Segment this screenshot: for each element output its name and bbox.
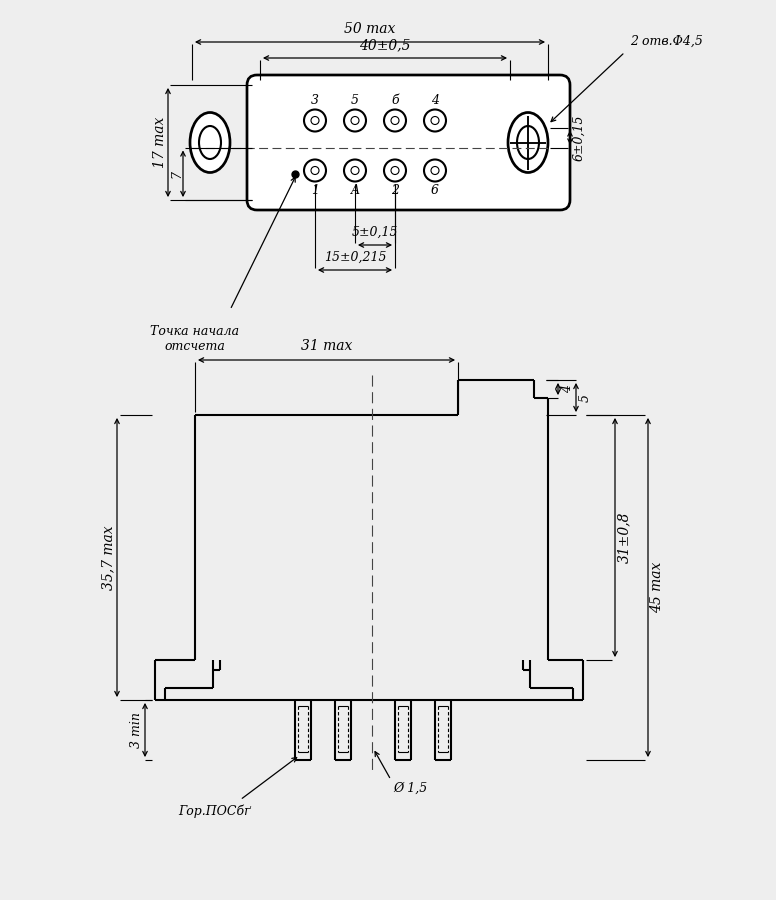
Circle shape [391, 166, 399, 175]
FancyBboxPatch shape [247, 75, 570, 210]
Text: 50 max: 50 max [345, 22, 396, 36]
Text: 6: 6 [431, 184, 439, 197]
Text: Гор.ПОСбґ: Гор.ПОСбґ [178, 805, 251, 818]
Circle shape [351, 166, 359, 175]
Circle shape [384, 159, 406, 182]
Text: 4: 4 [431, 94, 439, 106]
Text: 35,7 max: 35,7 max [101, 526, 115, 590]
Circle shape [311, 116, 319, 124]
Ellipse shape [199, 126, 221, 159]
Ellipse shape [508, 112, 548, 173]
Text: 2 отв.Φ4,5: 2 отв.Φ4,5 [630, 35, 703, 48]
Text: 45 max: 45 max [650, 562, 664, 613]
Circle shape [344, 110, 366, 131]
Text: 5: 5 [578, 393, 591, 401]
Circle shape [351, 116, 359, 124]
Text: 6±0,15: 6±0,15 [573, 114, 586, 161]
Circle shape [304, 159, 326, 182]
Circle shape [391, 116, 399, 124]
Circle shape [424, 110, 446, 131]
Circle shape [311, 166, 319, 175]
Text: Точка начала
отсчета: Точка начала отсчета [151, 325, 240, 353]
Text: 1: 1 [311, 184, 319, 197]
Text: 2: 2 [391, 184, 399, 197]
Text: б: б [391, 94, 399, 106]
Text: 31±0,8: 31±0,8 [617, 512, 631, 563]
Ellipse shape [517, 126, 539, 159]
Text: 3 min: 3 min [130, 712, 144, 748]
Text: 17 max: 17 max [153, 117, 167, 168]
Circle shape [344, 159, 366, 182]
Text: 3: 3 [311, 94, 319, 106]
Text: 5: 5 [351, 94, 359, 106]
Text: 4: 4 [562, 385, 574, 393]
Text: 31 max: 31 max [301, 339, 352, 353]
Ellipse shape [190, 112, 230, 173]
Circle shape [431, 166, 439, 175]
Text: 40±0,5: 40±0,5 [359, 38, 411, 52]
Circle shape [304, 110, 326, 131]
Text: Ø 1,5: Ø 1,5 [393, 782, 428, 795]
Circle shape [384, 110, 406, 131]
Text: 5±0,15: 5±0,15 [352, 226, 398, 239]
Text: 15±0,215: 15±0,215 [324, 251, 386, 264]
Text: 7: 7 [171, 170, 183, 178]
Circle shape [424, 159, 446, 182]
Text: A: A [351, 184, 359, 197]
Circle shape [431, 116, 439, 124]
